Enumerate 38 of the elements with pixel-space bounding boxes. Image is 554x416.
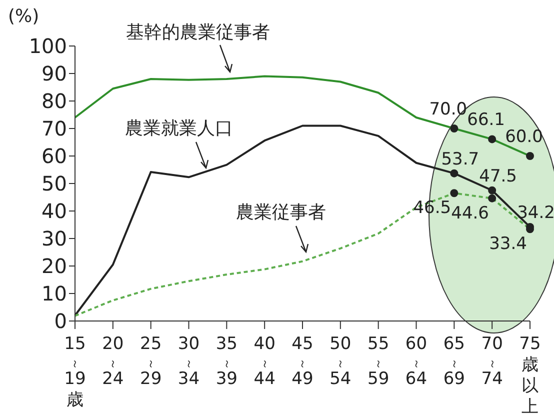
y-axis-title: (%) — [8, 6, 40, 27]
x-tick-label: 25～29 — [140, 334, 162, 389]
y-tick-label: 100 — [28, 34, 67, 58]
y-tick-label: 30 — [42, 226, 67, 251]
data-label: 53.7 — [441, 149, 480, 170]
y-tick-label: 50 — [42, 172, 67, 196]
series-label: 農業就業人口 — [125, 118, 233, 139]
y-tick-label: 70 — [42, 116, 67, 141]
x-tick-label: 20～24 — [102, 334, 124, 389]
x-tick-label: 50～54 — [330, 334, 352, 389]
y-tick-label: 20 — [42, 254, 67, 278]
y-tick-label: 40 — [42, 199, 67, 224]
x-tick-label: 75歳以上 — [519, 334, 541, 416]
x-tick-label: 35～39 — [216, 334, 238, 389]
data-label: 70.0 — [429, 100, 468, 120]
x-tick-label: 30～34 — [178, 334, 200, 389]
x-tick-label: 60～64 — [405, 334, 428, 389]
x-tick-label: 40～44 — [254, 334, 276, 389]
point — [488, 186, 496, 194]
x-tick-label: 65～69 — [443, 334, 465, 389]
y-tick-label: 80 — [42, 89, 67, 114]
x-tick-label: 45～49 — [292, 334, 314, 389]
data-label: 44.6 — [451, 203, 490, 224]
data-label: 66.1 — [467, 110, 506, 130]
x-tick-label: 70～74 — [481, 334, 503, 389]
point — [450, 169, 458, 178]
data-label: 33.4 — [489, 234, 527, 254]
x-tick-label: 55～59 — [368, 334, 390, 389]
y-tick-label: 10 — [42, 282, 67, 306]
y-tick-label: 60 — [42, 144, 67, 168]
y-tick-label: 90 — [42, 62, 67, 86]
data-label: 60.0 — [505, 127, 543, 147]
data-label: 34.2 — [517, 202, 554, 223]
series-label: 基幹的農業従事者 — [126, 22, 270, 43]
y-tick-label: 0 — [54, 309, 67, 334]
data-label: 47.5 — [479, 166, 518, 186]
series-label: 農業従事者 — [236, 202, 326, 223]
x-tick-label: 15～19歳 — [64, 334, 86, 410]
